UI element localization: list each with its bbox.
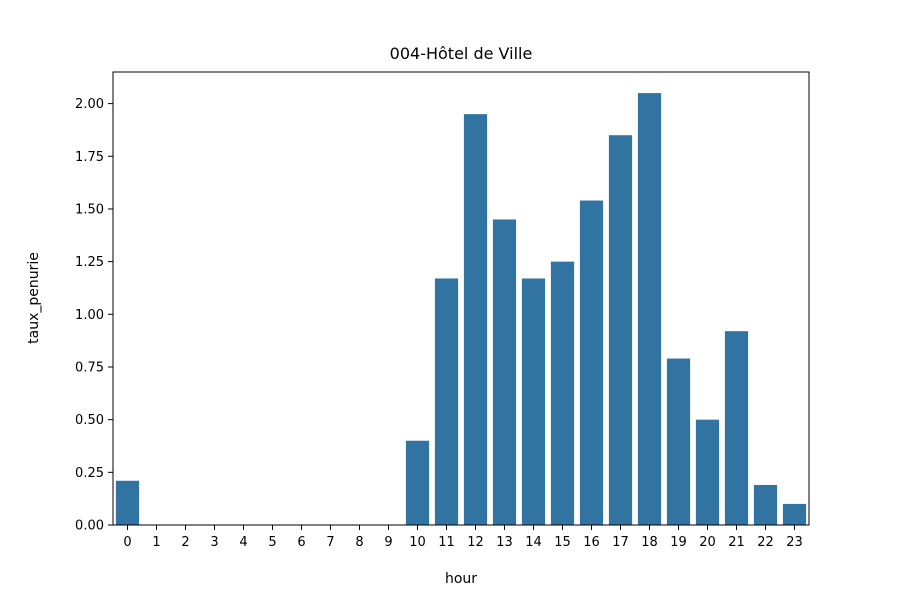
bar-hour-17 [608,135,633,526]
y-tick-label-6: 1.50 [75,202,104,217]
bars-group [115,93,807,526]
y-tick-label-3: 0.75 [75,360,104,375]
x-tick-label-0: 0 [123,535,131,550]
bar-hour-11 [434,278,459,525]
y-axis-label: taux_penurie [26,252,42,344]
bar-hour-22 [753,484,778,525]
x-tick-label-21: 21 [728,535,745,550]
x-tick-label-20: 20 [699,535,716,550]
bar-hour-23 [782,503,807,525]
x-tick-label-3: 3 [210,535,218,550]
x-tick-label-22: 22 [757,535,774,550]
x-tick-label-14: 14 [525,535,542,550]
bar-hour-10 [405,440,430,525]
bar-hour-14 [521,278,546,525]
bar-hour-15 [550,261,575,525]
x-tick-label-13: 13 [496,535,513,550]
y-tick-label-7: 1.75 [75,150,104,165]
x-tick-label-9: 9 [384,535,392,550]
y-tick-label-4: 1.00 [75,308,104,323]
x-tick-label-16: 16 [583,535,600,550]
bar-hour-12 [463,114,488,526]
y-tick-label-1: 0.25 [75,466,104,481]
bar-hour-16 [579,200,604,525]
chart-title: 004-Hôtel de Ville [390,44,533,63]
x-tick-label-23: 23 [786,535,803,550]
x-tick-label-7: 7 [326,535,334,550]
x-axis-label: hour [445,571,477,587]
bar-hour-18 [637,93,662,526]
x-tick-label-19: 19 [670,535,687,550]
plot-frame [112,71,810,526]
y-tick-label-5: 1.25 [75,255,104,270]
x-tick-label-6: 6 [297,535,305,550]
bar-hour-0 [115,480,140,525]
bar-hour-21 [724,331,749,525]
bar-hour-19 [666,358,691,525]
y-tick-label-2: 0.50 [75,413,104,428]
x-tick-label-5: 5 [268,535,276,550]
y-tick-label-0: 0.00 [75,519,104,534]
x-tick-label-12: 12 [467,535,484,550]
y-tick-label-8: 2.00 [75,97,104,112]
x-tick-label-18: 18 [641,535,658,550]
bar-hour-20 [695,419,720,525]
x-tick-label-8: 8 [355,535,363,550]
x-tick-label-4: 4 [239,535,247,550]
x-tick-label-15: 15 [554,535,571,550]
y-ticks-group: 0.00 0.25 0.50 0.75 1.00 1.25 1.50 1.75 2.00 [75,97,113,534]
x-tick-label-1: 1 [152,535,160,550]
x-ticks-group: 0 1 2 3 4 5 6 7 8 9 10 11 12 13 14 15 16 17 18 19 20 21 22 23 [123,525,803,550]
x-tick-label-10: 10 [409,535,426,550]
x-tick-label-11: 11 [438,535,455,550]
x-tick-label-2: 2 [181,535,189,550]
x-tick-label-17: 17 [612,535,629,550]
bar-hour-13 [492,219,517,525]
